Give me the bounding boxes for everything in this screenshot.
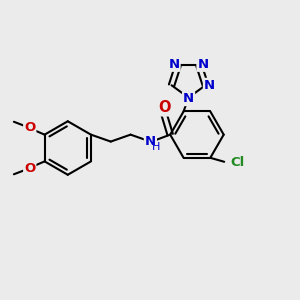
Text: H: H [152,142,160,152]
Text: N: N [145,135,156,148]
Text: O: O [24,121,35,134]
Text: N: N [183,92,194,105]
Text: N: N [197,58,208,71]
Text: O: O [24,162,35,175]
Text: O: O [158,100,170,116]
Text: N: N [169,58,180,71]
Text: N: N [204,79,215,92]
Text: Cl: Cl [230,156,244,169]
